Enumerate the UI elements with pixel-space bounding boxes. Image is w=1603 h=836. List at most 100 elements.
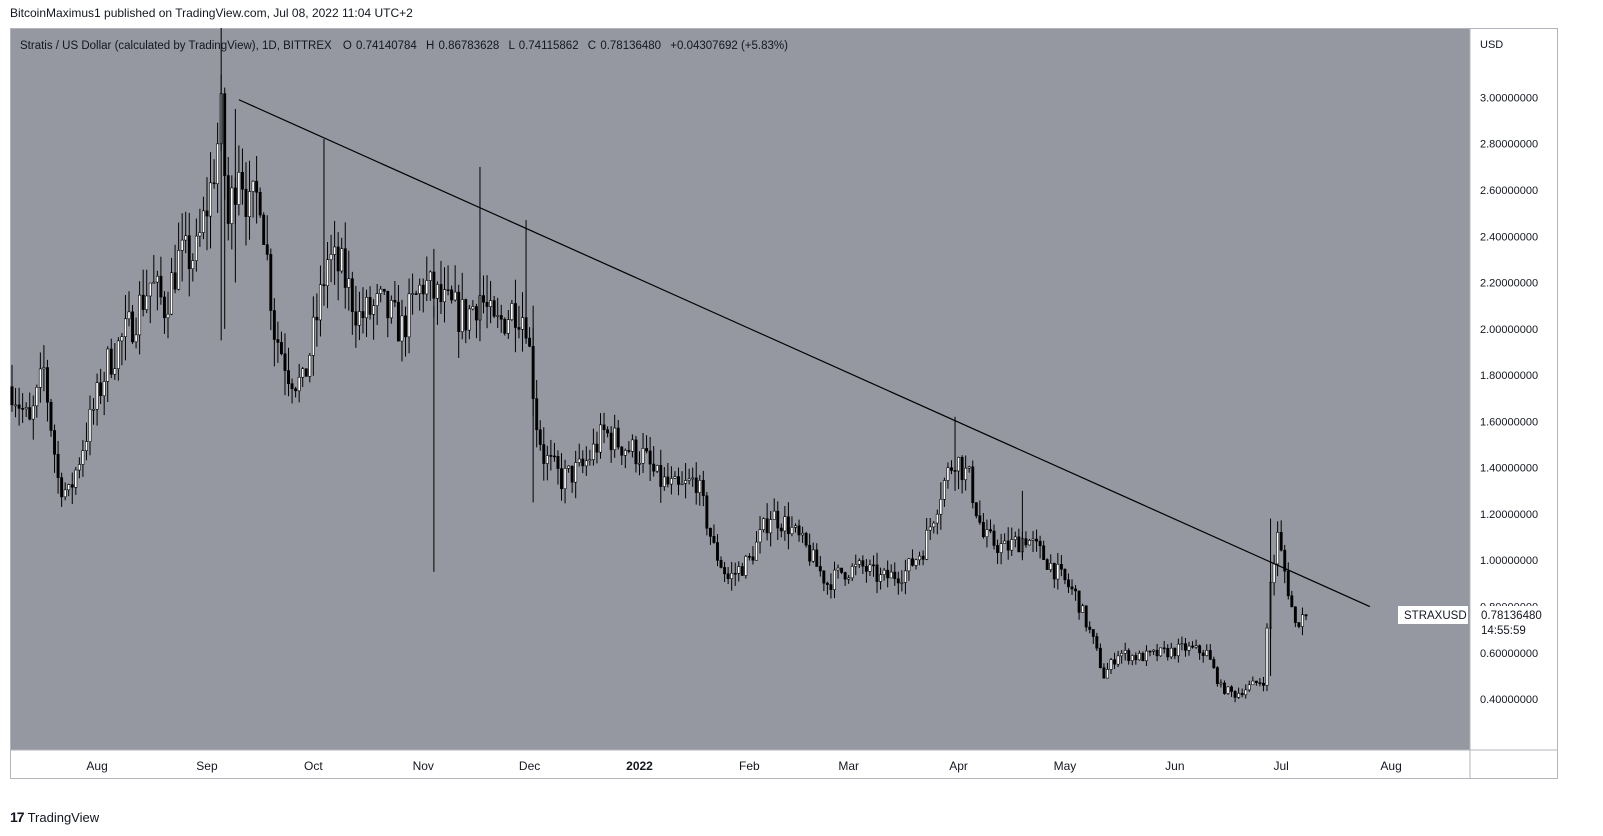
price-axis-currency: USD [1480, 39, 1503, 51]
candle-body [194, 235, 198, 261]
candle-body [265, 244, 269, 255]
price-tick-label: 2.20000000 [1480, 278, 1538, 290]
candle-body [1219, 682, 1223, 685]
tradingview-footer[interactable]: 17 TradingView [10, 809, 99, 825]
chart-legend: Stratis / US Dollar (calculated by Tradi… [20, 40, 788, 52]
candle-body [382, 288, 386, 292]
legend-close-label: C [588, 40, 596, 52]
candle-body [428, 271, 432, 281]
candle-body [95, 382, 99, 410]
candle-body [1176, 643, 1180, 657]
candle-body [850, 566, 854, 579]
candle-body [1098, 647, 1102, 669]
candle-body [584, 460, 588, 467]
candle-body [1017, 536, 1021, 553]
candle-body [684, 480, 688, 484]
candle-body [1031, 538, 1035, 541]
candle-body [31, 405, 35, 420]
candle-body [907, 558, 911, 572]
candle-body [450, 289, 454, 301]
legend-open-value: 0.74140784 [356, 40, 417, 52]
legend-low-value: 0.74115862 [519, 40, 579, 52]
candle-body [1212, 659, 1216, 668]
candle-body [81, 450, 85, 465]
candle-body [134, 334, 138, 343]
candle-body [900, 582, 904, 584]
time-tick-label: Sep [196, 759, 218, 773]
candle-body [815, 549, 819, 567]
candle-body [521, 317, 524, 330]
candle-body [914, 559, 918, 566]
candle-body [17, 404, 21, 409]
candle-body [648, 450, 652, 465]
price-tag-countdown: 14:55:59 [1481, 625, 1526, 637]
candle-body [42, 367, 46, 370]
candle-body [857, 560, 861, 565]
descending-trendline[interactable] [238, 99, 1371, 608]
candle-body [808, 544, 812, 562]
candle-body [361, 311, 365, 319]
candle-body [106, 348, 110, 382]
candle-body [396, 301, 400, 342]
plot-area[interactable] [10, 28, 1470, 750]
candle-body [1233, 691, 1237, 698]
candle-body [1169, 647, 1173, 658]
candle-body [556, 456, 560, 469]
candle-body [1205, 649, 1209, 656]
candle-body [1155, 649, 1159, 657]
candle-body [148, 282, 152, 297]
candle-body [691, 477, 695, 480]
legend-close-value: 0.78136480 [600, 40, 661, 52]
candle-body [1013, 536, 1017, 540]
candle-body [574, 462, 578, 483]
candle-body [404, 315, 407, 338]
candle-body [1187, 645, 1191, 651]
candle-body [45, 367, 49, 403]
candle-body [467, 308, 471, 331]
candle-body [705, 495, 709, 529]
candle-body [489, 300, 493, 307]
price-tick-label: 0.40000000 [1480, 694, 1538, 706]
candle-body [1063, 568, 1067, 581]
candle-body [499, 315, 503, 320]
candle-body [655, 465, 659, 472]
candle-body [847, 577, 851, 580]
legend-symbol: Stratis / US Dollar (calculated by Tradi… [20, 40, 332, 52]
candle-body [985, 529, 989, 538]
candle-body [1059, 563, 1063, 570]
candle-body [694, 477, 698, 493]
candle-body [1074, 588, 1078, 592]
candle-body [1173, 647, 1177, 657]
candle-body [418, 284, 422, 294]
candle-body [1293, 606, 1297, 623]
candle-body [109, 348, 113, 375]
candle-body [1290, 595, 1294, 608]
candle-body [1201, 652, 1205, 656]
candle-body [577, 458, 581, 463]
candle-body [180, 239, 184, 251]
candle-body [60, 477, 64, 498]
candle-body [446, 289, 450, 291]
candle-body [903, 570, 907, 583]
candle-body [563, 468, 567, 490]
candle-body [315, 316, 319, 321]
candle-body [258, 191, 262, 216]
candle-body [453, 291, 457, 301]
price-tick-label: 2.40000000 [1480, 231, 1538, 243]
candle-body [1038, 540, 1042, 547]
candle-body [677, 476, 680, 485]
candle-body [301, 368, 305, 378]
candle-body [290, 383, 294, 390]
candle-body [166, 313, 170, 319]
candle-body [1088, 626, 1092, 630]
candle-body [1127, 650, 1131, 661]
candle-body [74, 469, 78, 488]
candle-body [1123, 650, 1127, 654]
candle-body [627, 450, 631, 452]
candle-body [726, 573, 730, 579]
candle-body [1254, 680, 1258, 683]
candle-body [276, 339, 280, 343]
price-tick-label: 1.40000000 [1480, 463, 1538, 475]
candle-body [1081, 605, 1085, 613]
